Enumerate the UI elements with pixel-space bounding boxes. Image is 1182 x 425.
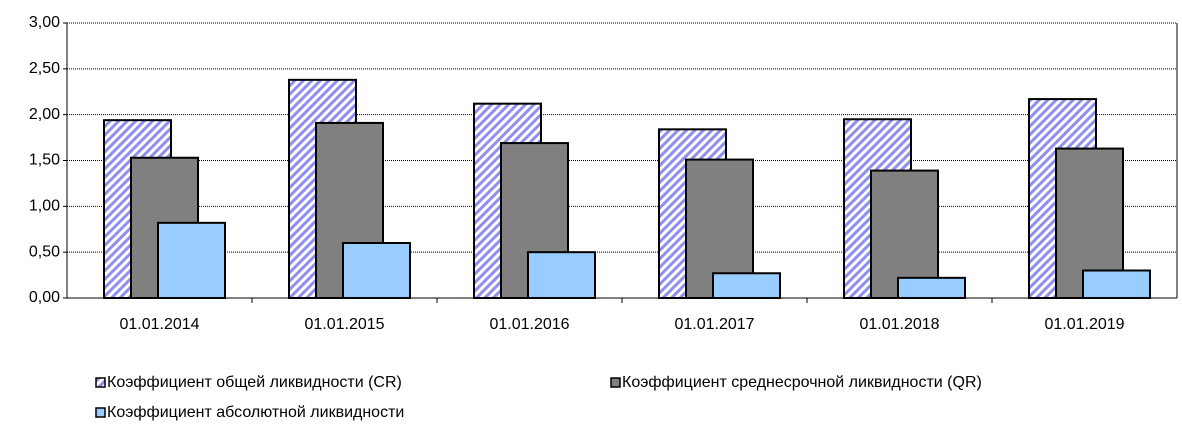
y-tick-label: 0,50 [29, 243, 60, 260]
y-tick-label: 1,00 [29, 198, 60, 215]
y-tick-label: 0,00 [29, 289, 60, 306]
bar [897, 276, 966, 300]
x-tick-label: 01.01.2015 [304, 316, 384, 333]
y-tick-label: 2,00 [29, 106, 60, 123]
legend-swatch [95, 407, 106, 418]
bar [1082, 269, 1151, 299]
y-tick-label: 3,00 [29, 14, 60, 31]
x-tick-label: 01.01.2019 [1044, 316, 1124, 333]
y-tick-label: 2,50 [29, 60, 60, 77]
x-tick-label: 01.01.2016 [489, 316, 569, 333]
legend-swatch [95, 377, 106, 388]
legend-label: Коэффициент абсолютной ликвидности [107, 404, 404, 421]
x-tick-label: 01.01.2018 [859, 316, 939, 333]
legend-label: Коэффициент общей ликвидности (CR) [107, 374, 402, 391]
bar [527, 251, 596, 300]
x-tick-label: 01.01.2014 [119, 316, 199, 333]
legend-swatch [610, 377, 621, 388]
legend-label: Коэффициент среднесрочной ликвидности (Q… [622, 374, 982, 391]
bar [342, 242, 411, 299]
bar [157, 221, 226, 299]
x-tick-label: 01.01.2017 [674, 316, 754, 333]
y-tick-label: 1,50 [29, 152, 60, 169]
bar [712, 272, 781, 299]
